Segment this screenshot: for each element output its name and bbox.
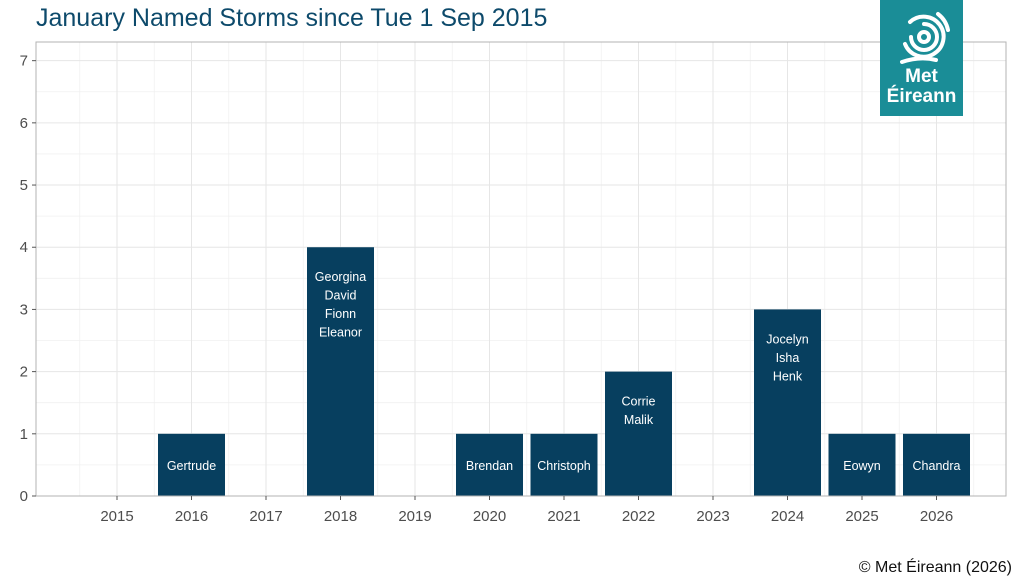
y-tick-label-0: 0 — [20, 488, 28, 505]
x-tick-label-2026: 2026 — [920, 508, 953, 525]
bar-label-brendan: Brendan — [466, 459, 513, 473]
bar-label-isha: Isha — [776, 351, 800, 365]
bar-2020 — [456, 433, 523, 496]
plot-panel — [36, 42, 1006, 496]
bar-2016 — [158, 433, 225, 496]
chart-title: January Named Storms since Tue 1 Sep 201… — [36, 4, 548, 32]
x-tick-label-2025: 2025 — [845, 508, 878, 525]
plot-border — [35, 41, 1007, 497]
bar-2026 — [903, 433, 970, 496]
x-tick-label-2021: 2021 — [547, 508, 580, 525]
logo-line-1: Met — [905, 66, 938, 87]
y-tick-label-7: 7 — [20, 53, 28, 70]
bar-label-david: David — [325, 289, 357, 303]
bar-label-jocelyn: Jocelyn — [766, 332, 808, 346]
x-tick-label-2017: 2017 — [249, 508, 282, 525]
y-tick-label-1: 1 — [20, 426, 28, 443]
copyright-notice: © Met Éireann (2026) — [858, 559, 1012, 576]
bar-label-malik: Malik — [624, 413, 654, 427]
met-eireann-swirl-icon — [900, 12, 950, 64]
bar-label-gertrude: Gertrude — [167, 459, 216, 473]
y-tick-label-6: 6 — [20, 115, 28, 132]
bar-label-henk: Henk — [773, 369, 803, 383]
bar-2025 — [828, 433, 896, 496]
bar-label-christoph: Christoph — [537, 459, 591, 473]
x-tick-label-2015: 2015 — [100, 508, 133, 525]
x-tick-label-2024: 2024 — [771, 508, 804, 525]
bar-label-corrie: Corrie — [621, 395, 655, 409]
bar-label-eleanor: Eleanor — [319, 326, 362, 340]
x-tick-label-2020: 2020 — [473, 508, 506, 525]
x-tick-label-2018: 2018 — [324, 508, 357, 525]
bar-2024 — [754, 309, 821, 496]
y-tick-label-3: 3 — [20, 301, 28, 318]
x-tick-label-2023: 2023 — [696, 508, 729, 525]
bar-2021 — [530, 433, 598, 496]
x-tick-label-2019: 2019 — [398, 508, 431, 525]
x-tick-label-2022: 2022 — [622, 508, 655, 525]
logo-line-2: Éireann — [886, 86, 957, 107]
bar-label-fionn: Fionn — [325, 307, 356, 321]
y-tick-label-2: 2 — [20, 364, 28, 381]
x-tick-label-2016: 2016 — [175, 508, 208, 525]
met-eireann-logo: Met Éireann — [880, 0, 963, 116]
bar-2018 — [307, 247, 374, 496]
y-tick-label-5: 5 — [20, 177, 28, 194]
y-tick-label-4: 4 — [20, 239, 28, 256]
bar-2022 — [605, 371, 672, 496]
bar-label-chandra: Chandra — [913, 459, 961, 473]
bar-label-georgina: Georgina — [315, 270, 366, 284]
bar-label-eowyn: Eowyn — [843, 459, 881, 473]
